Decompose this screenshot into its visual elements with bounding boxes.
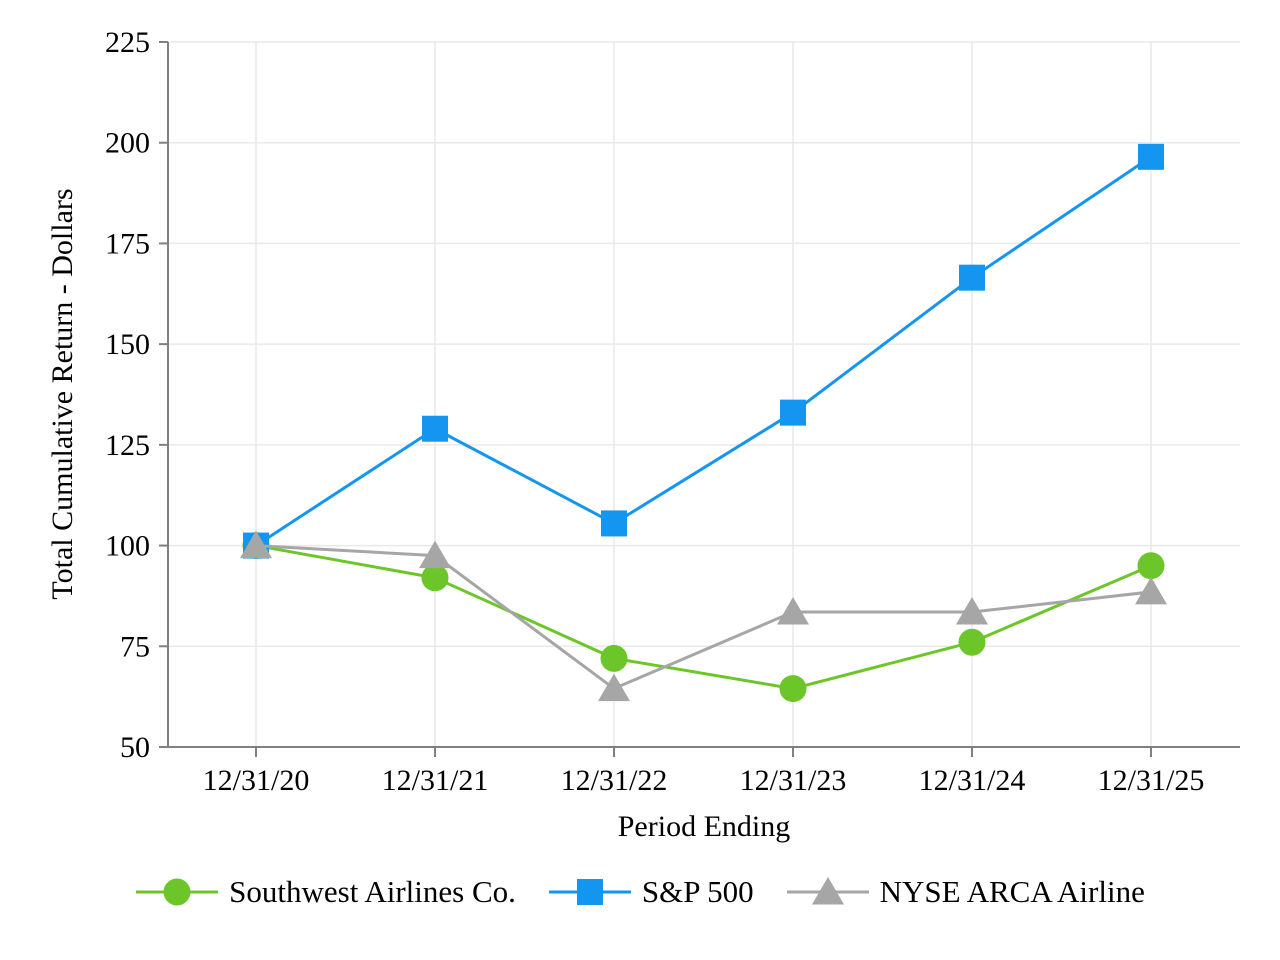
legend-item-southwest-airlines-co: Southwest Airlines Co. [135, 874, 516, 910]
x-tick-label: 12/31/23 [740, 764, 847, 797]
y-tick-label: 225 [105, 26, 150, 59]
circle-marker-icon [163, 878, 191, 906]
x-tick-label: 12/31/22 [561, 764, 668, 797]
series-line-nyse-arca-airline [255, 544, 1152, 691]
marker-square-s-p-500 [959, 264, 985, 291]
marker-circle-southwest-airlines-co [779, 675, 807, 703]
marker-circle-southwest-airlines-co [600, 644, 628, 672]
marker-square-s-p-500 [780, 399, 806, 426]
marker-triangle-nyse-arca-airline [956, 597, 988, 625]
series-line-southwest-airlines-co [255, 544, 1152, 691]
triangle-marker-icon [786, 877, 869, 905]
y-tick-label: 125 [105, 429, 150, 462]
y-tick-label: 75 [120, 630, 150, 663]
x-tick-label: 12/31/25 [1098, 764, 1205, 797]
y-axis-title: Total Cumulative Return - Dollars [46, 188, 79, 600]
marker-square-s-p-500 [422, 415, 448, 442]
square-marker-icon [576, 879, 603, 905]
marker-square-s-p-500 [1138, 143, 1164, 170]
marker-triangle-nyse-arca-airline [598, 673, 630, 702]
y-tick-label: 150 [105, 328, 150, 361]
plot-svg: 50 75 100 125 150 175 200 225 12/31/20 12/31/21 12… [105, 26, 1240, 797]
marker-square-s-p-500 [601, 510, 627, 537]
square-marker-icon [548, 879, 631, 905]
x-tick-label: 12/31/20 [203, 764, 310, 797]
legend-label: Southwest Airlines Co. [229, 874, 516, 909]
y-tick-label: 50 [120, 731, 150, 764]
y-tick-label: 200 [105, 127, 150, 160]
marker-triangle-nyse-arca-airline [240, 530, 272, 559]
x-tick-label: 12/31/24 [919, 764, 1026, 797]
legend: Southwest Airlines Co. S&P 500 NYSE ARCA A… [0, 874, 1280, 910]
legend-label: S&P 500 [641, 874, 754, 909]
x-tick-label: 12/31/21 [382, 764, 489, 797]
x-axis-title: Period Ending [617, 810, 791, 843]
marker-circle-southwest-airlines-co [958, 628, 986, 656]
circle-marker-icon [136, 878, 219, 906]
y-tick-label: 100 [105, 530, 150, 563]
y-tick-label: 175 [105, 227, 150, 260]
triangle-marker-icon [811, 877, 844, 905]
marker-circle-southwest-airlines-co [421, 564, 449, 592]
marker-triangle-nyse-arca-airline [419, 540, 451, 569]
legend-item-nyse-arca-airline: NYSE ARCA Airline [786, 874, 1145, 910]
marker-circle-southwest-airlines-co [1137, 552, 1165, 580]
legend-label: NYSE ARCA Airline [879, 874, 1145, 909]
marker-triangle-nyse-arca-airline [1135, 576, 1167, 605]
legend-item-s-p-500: S&P 500 [548, 874, 754, 910]
series-line-s-p-500 [255, 155, 1152, 547]
marker-triangle-nyse-arca-airline [777, 597, 809, 625]
